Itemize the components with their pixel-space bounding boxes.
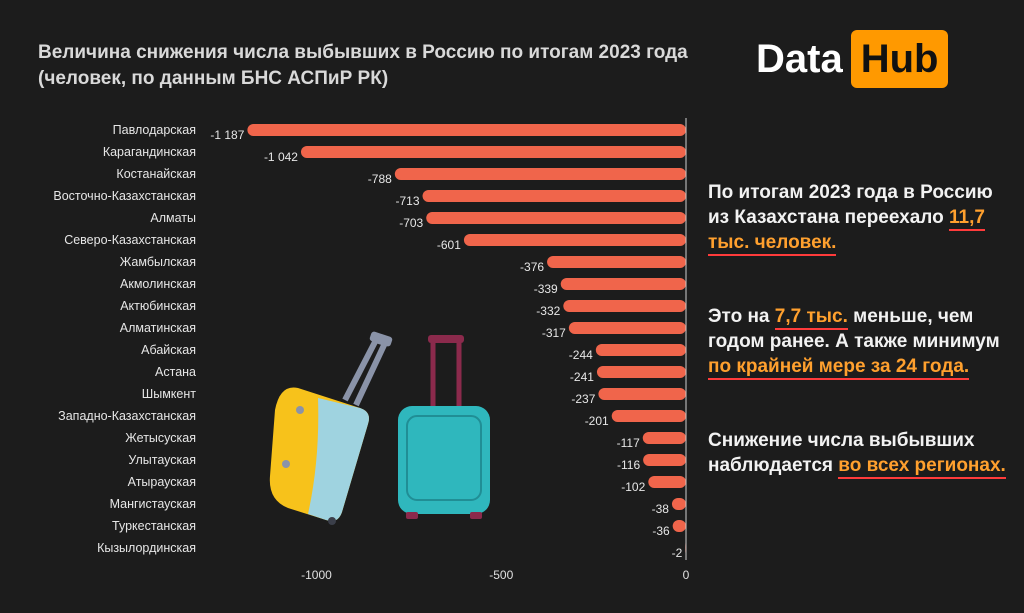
luggage-illustration-icon [269,331,490,525]
category-label-9: Алматинская [120,321,196,335]
value-label-14: -117 [617,436,640,450]
summary-paragraph-1: По итогам 2023 года в Россию из Казахста… [708,180,1008,256]
value-label-9: -317 [542,326,566,340]
bar-6 [547,256,686,268]
category-label-17: Мангистауская [110,497,196,511]
value-label-6: -376 [520,260,544,274]
bar-1 [300,146,686,158]
category-label-14: Жетысуская [125,431,196,445]
bar-17 [671,498,686,510]
summary-3-highlight: во всех регионах. [838,455,1006,479]
x-tick-label-2: 0 [683,568,690,582]
logo-text-hub: Hub [850,30,949,88]
bar-11 [596,366,686,378]
bar-2 [394,168,686,180]
category-label-16: Атырауская [128,475,196,489]
summary-3-text: Снижение числа выбывших наблюдается [708,430,975,476]
category-label-18: Туркестанская [112,519,196,533]
bar-16 [648,476,686,488]
logo-text-data: Data [756,36,843,81]
bar-4 [426,212,686,224]
value-label-4: -703 [399,216,423,230]
category-label-4: Алматы [150,211,196,225]
value-label-13: -201 [585,414,609,428]
category-label-6: Жамбылская [120,255,196,269]
summary-paragraph-2: Это на 7,7 тыс. меньше, чем годом ранее.… [708,304,1008,380]
value-label-3: -713 [396,194,420,208]
bar-10 [595,344,686,356]
category-label-13: Западно-Казахстанская [58,409,196,423]
value-label-5: -601 [437,238,461,252]
category-label-3: Восточно-Казахстанская [53,189,196,203]
value-label-12: -237 [571,392,595,406]
chart-title: Величина снижения числа выбывших в Росси… [38,40,718,92]
category-label-5: Северо-Казахстанская [64,233,196,247]
x-tick-label-1: -500 [489,568,513,582]
bar-15 [643,454,686,466]
value-label-15: -116 [617,458,640,472]
x-tick-label-0: -1000 [301,568,332,582]
value-label-8: -332 [536,304,560,318]
summary-2-highlight-2: по крайней мере за 24 года. [708,356,970,380]
bar-8 [563,300,686,312]
category-label-11: Астана [155,365,196,379]
summary-2-text-b: меньше, чем годом ранее. А также минимум [708,306,1000,352]
bar-12 [598,388,686,400]
category-label-12: Шымкент [142,387,196,401]
category-label-7: Акмолинская [120,277,196,291]
value-label-1: -1 042 [264,150,298,164]
category-label-1: Карагандинская [103,145,196,159]
title-line-1: Величина снижения числа выбывших в Росси… [38,42,688,63]
datahub-logo: Data Hub [756,30,949,88]
value-label-0: -1 187 [210,128,244,142]
category-label-19: Кызылординская [97,541,196,555]
category-label-0: Павлодарская [113,123,196,137]
bar-9 [568,322,686,334]
summary-2-highlight-1: 7,7 тыс. [774,306,848,330]
value-label-17: -38 [652,502,670,516]
bar-13 [611,410,686,422]
category-label-10: Абайская [141,343,196,357]
category-label-15: Улытауская [128,453,196,467]
category-label-2: Костанайская [116,167,196,181]
bar-14 [642,432,686,444]
summary-paragraph-3: Снижение числа выбывших наблюдается во в… [708,428,1008,479]
summary-2-text-a: Это на [708,306,770,327]
bar-18 [672,520,686,532]
bar-7 [560,278,686,290]
summary-1-text: По итогам 2023 года в Россию из Казахста… [708,182,993,228]
category-label-8: Актюбинская [120,299,196,313]
value-label-19: -2 [672,546,683,560]
summary-1-highlight: 11,7 тыс. человек. [708,207,985,256]
value-label-16: -102 [621,480,645,494]
bar-0 [247,124,686,136]
value-label-18: -36 [652,524,670,538]
value-label-10: -244 [569,348,593,362]
value-label-7: -339 [534,282,558,296]
bar-5 [463,234,686,246]
value-label-11: -241 [570,370,594,384]
title-line-2: (человек, по данным БНС АСПиР РК) [38,68,389,89]
bar-3 [422,190,686,202]
value-label-2: -788 [368,172,392,186]
